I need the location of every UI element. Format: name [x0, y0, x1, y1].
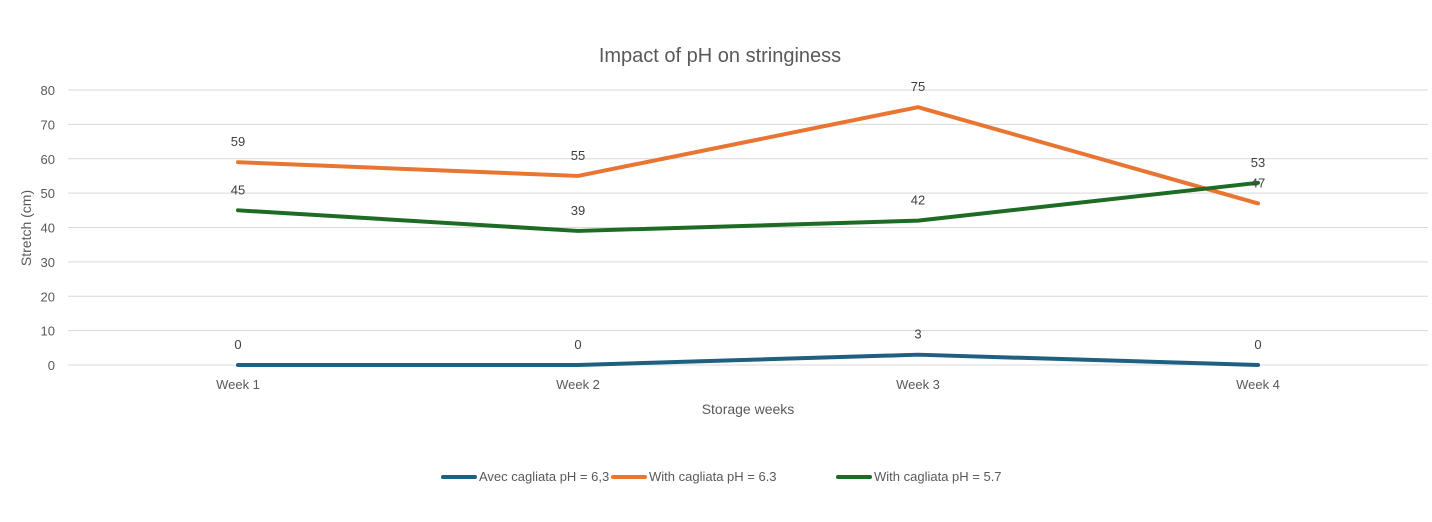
y-tick-label: 20 — [41, 289, 55, 304]
data-label: 47 — [1251, 175, 1265, 190]
x-tick-label: Week 3 — [896, 377, 940, 392]
legend-label: With cagliata pH = 6.3 — [649, 469, 777, 484]
x-tick-label: Week 2 — [556, 377, 600, 392]
series-lines — [236, 105, 1260, 367]
y-tick-label: 40 — [41, 221, 55, 236]
legend-item-1: Avec cagliata pH = 6,3 — [441, 469, 609, 484]
y-tick-label: 50 — [41, 186, 55, 201]
y-tick-label: 60 — [41, 152, 55, 167]
x-tick-label: Week 1 — [216, 377, 260, 392]
y-tick-label: 80 — [41, 83, 55, 98]
legend-item-3: With cagliata pH = 5.7 — [836, 469, 1002, 484]
y-tick-label: 0 — [48, 358, 55, 373]
chart-title: Impact of pH on stringiness — [599, 45, 841, 67]
series-line-1 — [236, 352, 1260, 367]
data-label: 75 — [911, 79, 925, 94]
series-line-2 — [236, 105, 1260, 206]
series-line-3 — [236, 180, 1260, 233]
data-label: 0 — [1254, 337, 1261, 352]
legend-label: With cagliata pH = 5.7 — [874, 469, 1002, 484]
y-tick-label: 70 — [41, 117, 55, 132]
data-label: 59 — [231, 134, 245, 149]
data-label: 45 — [231, 182, 245, 197]
x-axis-label: Storage weeks — [702, 401, 795, 417]
legend: Avec cagliata pH = 6,3 With cagliata pH =… — [441, 469, 1002, 484]
x-tick-label: Week 4 — [1236, 377, 1280, 392]
data-labels: 0 0 3 0 59 55 75 47 45 39 42 53 — [231, 79, 1265, 352]
y-axis-label: Stretch (cm) — [18, 190, 34, 266]
x-axis-ticks: Week 1 Week 2 Week 3 Week 4 — [216, 377, 1280, 392]
data-label: 39 — [571, 203, 585, 218]
data-label: 0 — [574, 337, 581, 352]
legend-item-2: With cagliata pH = 6.3 — [611, 469, 777, 484]
y-tick-label: 30 — [41, 255, 55, 270]
legend-label: Avec cagliata pH = 6,3 — [479, 469, 609, 484]
data-label: 42 — [911, 193, 925, 208]
y-tick-label: 10 — [41, 324, 55, 339]
y-axis-ticks: 0 10 20 30 40 50 60 70 80 — [41, 83, 55, 373]
data-label: 53 — [1251, 155, 1265, 170]
data-label: 0 — [234, 337, 241, 352]
data-label: 55 — [571, 148, 585, 163]
data-label: 3 — [914, 327, 921, 342]
